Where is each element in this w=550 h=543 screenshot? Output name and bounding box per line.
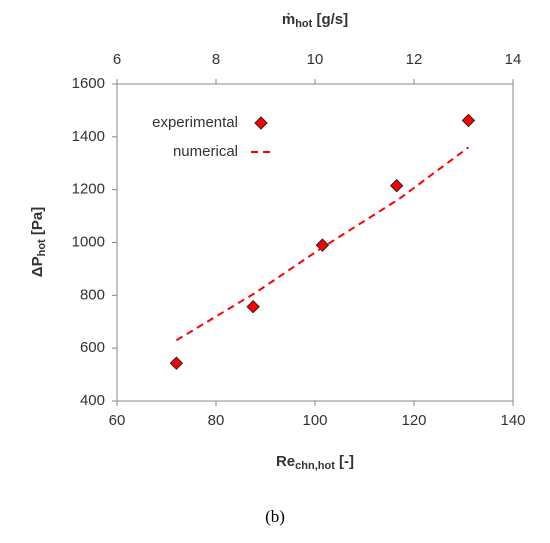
- plot-frame: [116, 83, 514, 402]
- x2-tick-label: 14: [505, 51, 522, 68]
- axis-title-unit: [-]: [335, 453, 354, 470]
- x2-tick-label: 12: [406, 51, 423, 68]
- x2-tick-label: 8: [212, 51, 220, 68]
- axis-title-main: Re: [276, 453, 295, 470]
- axis-title-main: ΔP: [29, 256, 46, 277]
- x-axis-title: Rechn,hot [-]: [276, 453, 354, 472]
- x2-tick-label: 6: [113, 51, 121, 68]
- axis-title-main: ṁ: [282, 11, 295, 28]
- y-tick-label: 400: [80, 392, 105, 409]
- marker: [169, 356, 184, 370]
- marker: [461, 113, 476, 128]
- top-axis-title: ṁhot [g/s]: [282, 11, 348, 30]
- x-tick-label: 60: [109, 412, 126, 429]
- axis-title-sub: hot: [295, 18, 312, 30]
- legend-swatch: [254, 116, 268, 130]
- y-tick-label: 800: [80, 286, 105, 303]
- marker: [389, 178, 404, 193]
- y-tick-label: 1200: [72, 181, 105, 198]
- y-tick-label: 1000: [72, 233, 105, 250]
- x-tick-label: 100: [302, 412, 327, 429]
- legend-label: experimental: [152, 114, 238, 131]
- caption: (b): [265, 507, 285, 526]
- legend-label: numerical: [173, 143, 238, 160]
- y-tick-label: 1600: [72, 75, 105, 92]
- axis-title-unit: [g/s]: [312, 11, 348, 28]
- x-tick-label: 120: [401, 412, 426, 429]
- marker: [246, 299, 260, 314]
- y-axis-title: ΔPhot [Pa]: [29, 207, 48, 277]
- y-tick-label: 600: [80, 339, 105, 356]
- x-tick-label: 80: [208, 412, 225, 429]
- y-tick-label: 1400: [72, 128, 105, 145]
- line: [175, 146, 470, 342]
- x2-tick-label: 10: [307, 51, 324, 68]
- x-tick-label: 140: [500, 412, 525, 429]
- axis-title-sub: hot: [36, 239, 48, 256]
- axis-title-unit: [Pa]: [29, 207, 46, 240]
- axis-title-sub: chn,hot: [295, 460, 335, 472]
- marker: [315, 238, 330, 252]
